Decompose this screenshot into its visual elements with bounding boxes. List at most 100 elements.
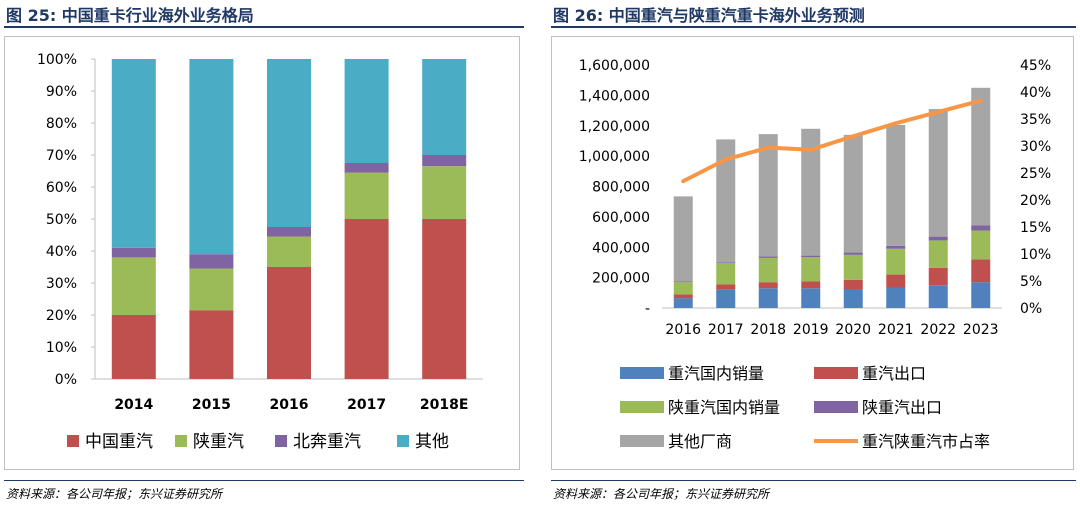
bar-segment bbox=[344, 163, 389, 173]
legend-swatch bbox=[620, 367, 664, 379]
x-tick-label: 2018E bbox=[420, 397, 469, 413]
bar-segment bbox=[843, 279, 863, 290]
legend-label: 中国重汽 bbox=[85, 432, 153, 452]
bar-segment bbox=[716, 263, 736, 285]
bar-segment bbox=[886, 287, 906, 308]
legend-label: 陕重汽 bbox=[193, 432, 244, 452]
share-line bbox=[682, 98, 982, 183]
bar-segment bbox=[971, 282, 991, 308]
bar-segment bbox=[267, 267, 311, 379]
bar-segment bbox=[886, 248, 906, 275]
bar-segment bbox=[422, 59, 467, 155]
x-tick-label: 2021 bbox=[878, 322, 914, 338]
x-tick-label: 2018 bbox=[750, 322, 786, 338]
y-tick-label: 60% bbox=[46, 180, 77, 196]
figure-25-title: 图 25: 中国重卡行业海外业务格局 bbox=[6, 6, 254, 25]
x-tick-label: 2017 bbox=[347, 397, 386, 413]
x-tick-label: 2014 bbox=[114, 397, 153, 413]
share-point bbox=[851, 134, 856, 139]
figure-25-footer-rule bbox=[4, 480, 524, 481]
y-tick-label: 200,000 bbox=[592, 271, 650, 287]
bar-segment bbox=[422, 219, 467, 379]
bar-segment bbox=[801, 257, 821, 282]
share-point bbox=[978, 98, 983, 103]
bar-segment bbox=[673, 196, 693, 282]
legend-label: 北奔重汽 bbox=[293, 432, 361, 452]
bar-segment bbox=[716, 139, 736, 263]
bar-segment bbox=[111, 315, 156, 379]
figure-26-title: 图 26: 中国重汽与陕重汽重卡海外业务预测 bbox=[553, 6, 865, 25]
legend-label: 其他厂商 bbox=[668, 432, 732, 451]
bar-segment bbox=[344, 59, 389, 163]
legend-label: 重汽出口 bbox=[862, 364, 926, 383]
bar-segment bbox=[886, 274, 906, 288]
bar-segment bbox=[843, 134, 863, 253]
bar-segment bbox=[673, 281, 693, 283]
y-tick-label: - bbox=[645, 301, 650, 317]
bar-segment bbox=[971, 230, 991, 260]
y2-tick-label: 10% bbox=[1020, 247, 1051, 263]
bar-segment bbox=[673, 298, 693, 308]
y2-tick-label: 15% bbox=[1020, 220, 1051, 236]
chart-26: - 200,000 400,000 600,000 800,000 1,000,000 1,… bbox=[579, 58, 1051, 451]
bar-segment bbox=[422, 155, 467, 167]
x-tick-label: 2020 bbox=[835, 322, 871, 338]
y2-tick-label: 25% bbox=[1020, 166, 1051, 182]
y-tick-label: 20% bbox=[46, 308, 77, 324]
y2-tick-label: 45% bbox=[1020, 58, 1051, 74]
bar-segment bbox=[801, 288, 821, 308]
y-tick-label: 30% bbox=[46, 276, 77, 292]
legend-swatch bbox=[397, 435, 409, 447]
bar-segment bbox=[344, 172, 389, 219]
y-tick-label: 90% bbox=[46, 84, 77, 100]
chart-25: 0% 10% 20% 30% 40% 50% 60% 70% 80% 90% 100% 2014 201… bbox=[37, 52, 483, 452]
y2-tick-label: 35% bbox=[1020, 112, 1051, 128]
bar-segment bbox=[843, 252, 863, 255]
legend-label: 陕重汽出口 bbox=[862, 398, 942, 417]
bar-segment bbox=[189, 254, 234, 269]
y-tick-label: 1,000,000 bbox=[579, 149, 650, 165]
bar-segment bbox=[189, 268, 234, 311]
y-tick-label: 50% bbox=[46, 212, 77, 228]
bar-segment bbox=[928, 285, 948, 308]
share-point bbox=[936, 109, 941, 114]
bar-segment bbox=[716, 284, 736, 290]
y2-tick-label: 0% bbox=[1020, 301, 1042, 317]
y2-tick-label: 20% bbox=[1020, 193, 1051, 209]
bar-segment bbox=[189, 310, 234, 379]
legend-swatch bbox=[814, 401, 858, 413]
figure-25-title-rule bbox=[4, 26, 524, 28]
legend-swatch bbox=[275, 435, 287, 447]
legend-swatch bbox=[620, 401, 664, 413]
bar-segment bbox=[928, 240, 948, 268]
legend-swatch bbox=[175, 435, 187, 447]
bar-segment bbox=[801, 255, 821, 258]
y-tick-label: 1,400,000 bbox=[579, 88, 650, 104]
figure-26-source: 资料来源：各公司年报；东兴证券研究所 bbox=[553, 487, 770, 501]
x-tick-label: 2015 bbox=[192, 397, 231, 413]
x-tick-label: 2019 bbox=[793, 322, 829, 338]
bar-segment bbox=[111, 257, 156, 315]
x-tick-label: 2016 bbox=[665, 322, 701, 338]
bar-segment bbox=[758, 288, 778, 308]
y-tick-label: 400,000 bbox=[592, 240, 650, 256]
chart-25-frame: 0% 10% 20% 30% 40% 50% 60% 70% 80% 90% 100% 2014 201… bbox=[4, 36, 520, 470]
y2-tick-label: 5% bbox=[1020, 274, 1042, 290]
bar-segment bbox=[111, 247, 156, 258]
legend-label: 陕重汽国内销量 bbox=[668, 398, 780, 417]
legend-label: 重汽国内销量 bbox=[668, 364, 764, 383]
bar-segment bbox=[716, 262, 736, 264]
bar-segment bbox=[267, 236, 311, 267]
bar-segment bbox=[189, 59, 234, 255]
legend-swatch bbox=[814, 367, 858, 379]
bar-segment bbox=[843, 289, 863, 308]
figure-26-title-rule bbox=[551, 26, 1076, 28]
bar-segment bbox=[758, 282, 778, 289]
y-tick-label: 800,000 bbox=[592, 180, 650, 196]
bar-segment bbox=[111, 59, 156, 248]
share-point bbox=[893, 121, 898, 126]
bar-segment bbox=[422, 166, 467, 219]
bar-segment bbox=[971, 259, 991, 283]
bar-segment bbox=[971, 87, 991, 226]
share-point bbox=[681, 179, 686, 184]
